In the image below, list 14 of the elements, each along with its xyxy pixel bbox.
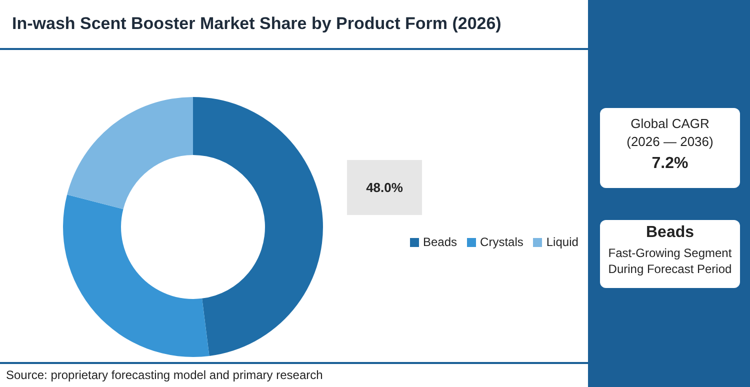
donut-slice bbox=[67, 97, 193, 210]
legend-label: Liquid bbox=[546, 235, 578, 249]
source-note: Source: proprietary forecasting model and primary research bbox=[0, 362, 588, 387]
data-label: 48.0% bbox=[347, 160, 422, 215]
text: Global CAGR bbox=[630, 116, 710, 131]
donut-slice bbox=[193, 97, 323, 356]
text: Fast-Growing Segment During Forecast Period bbox=[607, 245, 733, 277]
text: 7.2% bbox=[650, 155, 690, 173]
text: (2026 — 2036) bbox=[626, 134, 714, 149]
chart-title: In-wash Scent Booster Market Share by Product Form (2026) bbox=[12, 14, 502, 34]
legend-label: Beads bbox=[423, 235, 458, 249]
legend-label: Crystals bbox=[480, 235, 524, 249]
donut-slice bbox=[63, 194, 210, 357]
text: Beads bbox=[644, 224, 696, 242]
